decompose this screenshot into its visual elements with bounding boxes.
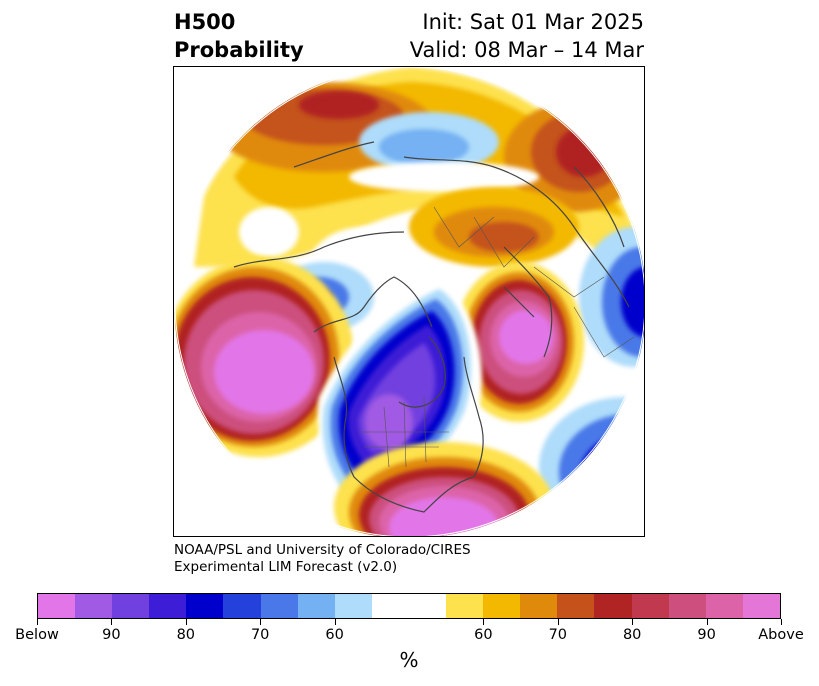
title-variable: H500 bbox=[174, 10, 236, 34]
coastlines bbox=[233, 141, 630, 513]
colorbar-segment bbox=[668, 594, 706, 618]
colorbar-tick bbox=[706, 619, 708, 625]
credit-line-2: Experimental LIM Forecast (v2.0) bbox=[174, 559, 398, 575]
polar-map bbox=[173, 66, 645, 537]
colorbar-tick bbox=[632, 619, 634, 625]
colorbar-segment bbox=[742, 594, 780, 618]
colorbar-tick-label: 60 bbox=[474, 627, 493, 643]
colorbar-tick-label: Below bbox=[15, 627, 59, 643]
colorbar-tick-label: 70 bbox=[250, 627, 270, 643]
colorbar-tick-label: Above bbox=[758, 627, 804, 643]
map-title: H500 Probability bbox=[174, 8, 304, 64]
colorbar-tick-label: 90 bbox=[102, 627, 121, 643]
colorbar-tick bbox=[185, 619, 187, 625]
colorbar-segment bbox=[408, 594, 447, 618]
forecast-dates: Init: Sat 01 Mar 2025 Valid: 08 Mar – 14… bbox=[410, 8, 644, 64]
colorbar-tick bbox=[483, 619, 485, 625]
colorbar-tick bbox=[111, 619, 113, 625]
colorbar-tick-label: 90 bbox=[697, 627, 716, 643]
colorbar-segment bbox=[75, 594, 113, 618]
colorbar-segment bbox=[260, 594, 298, 618]
colorbar-segment bbox=[520, 594, 558, 618]
credit-line-1: NOAA/PSL and University of Colorado/CIRE… bbox=[174, 542, 471, 558]
colorbar-tick bbox=[781, 619, 782, 625]
colorbar-tick bbox=[334, 619, 336, 625]
colorbar-segment bbox=[446, 594, 484, 618]
colorbar-segment bbox=[112, 594, 150, 618]
colorbar bbox=[37, 593, 781, 619]
colorbar-tick-label: 80 bbox=[622, 627, 642, 643]
colorbar-segment bbox=[557, 594, 595, 618]
colorbar-segment bbox=[38, 594, 76, 618]
colorbar-segment bbox=[371, 594, 409, 618]
init-date: Init: Sat 01 Mar 2025 bbox=[422, 10, 644, 34]
colorbar-tick bbox=[260, 619, 262, 625]
colorbar-segment bbox=[705, 594, 743, 618]
colorbar-tick-label: 80 bbox=[176, 627, 196, 643]
colorbar-tick-label: 60 bbox=[325, 627, 344, 643]
colorbar-tick bbox=[557, 619, 559, 625]
borders bbox=[359, 206, 635, 468]
probability-field bbox=[174, 67, 644, 536]
colorbar-segment bbox=[334, 594, 372, 618]
colorbar-segment bbox=[594, 594, 632, 618]
colorbar-segment bbox=[149, 594, 187, 618]
colorbar-segment bbox=[631, 594, 669, 618]
title-quantity: Probability bbox=[174, 38, 304, 62]
credit-text: NOAA/PSL and University of Colorado/CIRE… bbox=[174, 542, 471, 576]
valid-range: Valid: 08 Mar – 14 Mar bbox=[409, 38, 644, 62]
colorbar-segment bbox=[483, 594, 521, 618]
map-svg bbox=[174, 67, 644, 536]
colorbar-segment bbox=[223, 594, 261, 618]
colorbar-segment bbox=[186, 594, 224, 618]
colorbar-tick bbox=[37, 619, 38, 625]
colorbar-tick-label: 70 bbox=[548, 627, 568, 643]
colorbar-segment bbox=[297, 594, 335, 618]
colorbar-unit: % bbox=[399, 648, 419, 672]
